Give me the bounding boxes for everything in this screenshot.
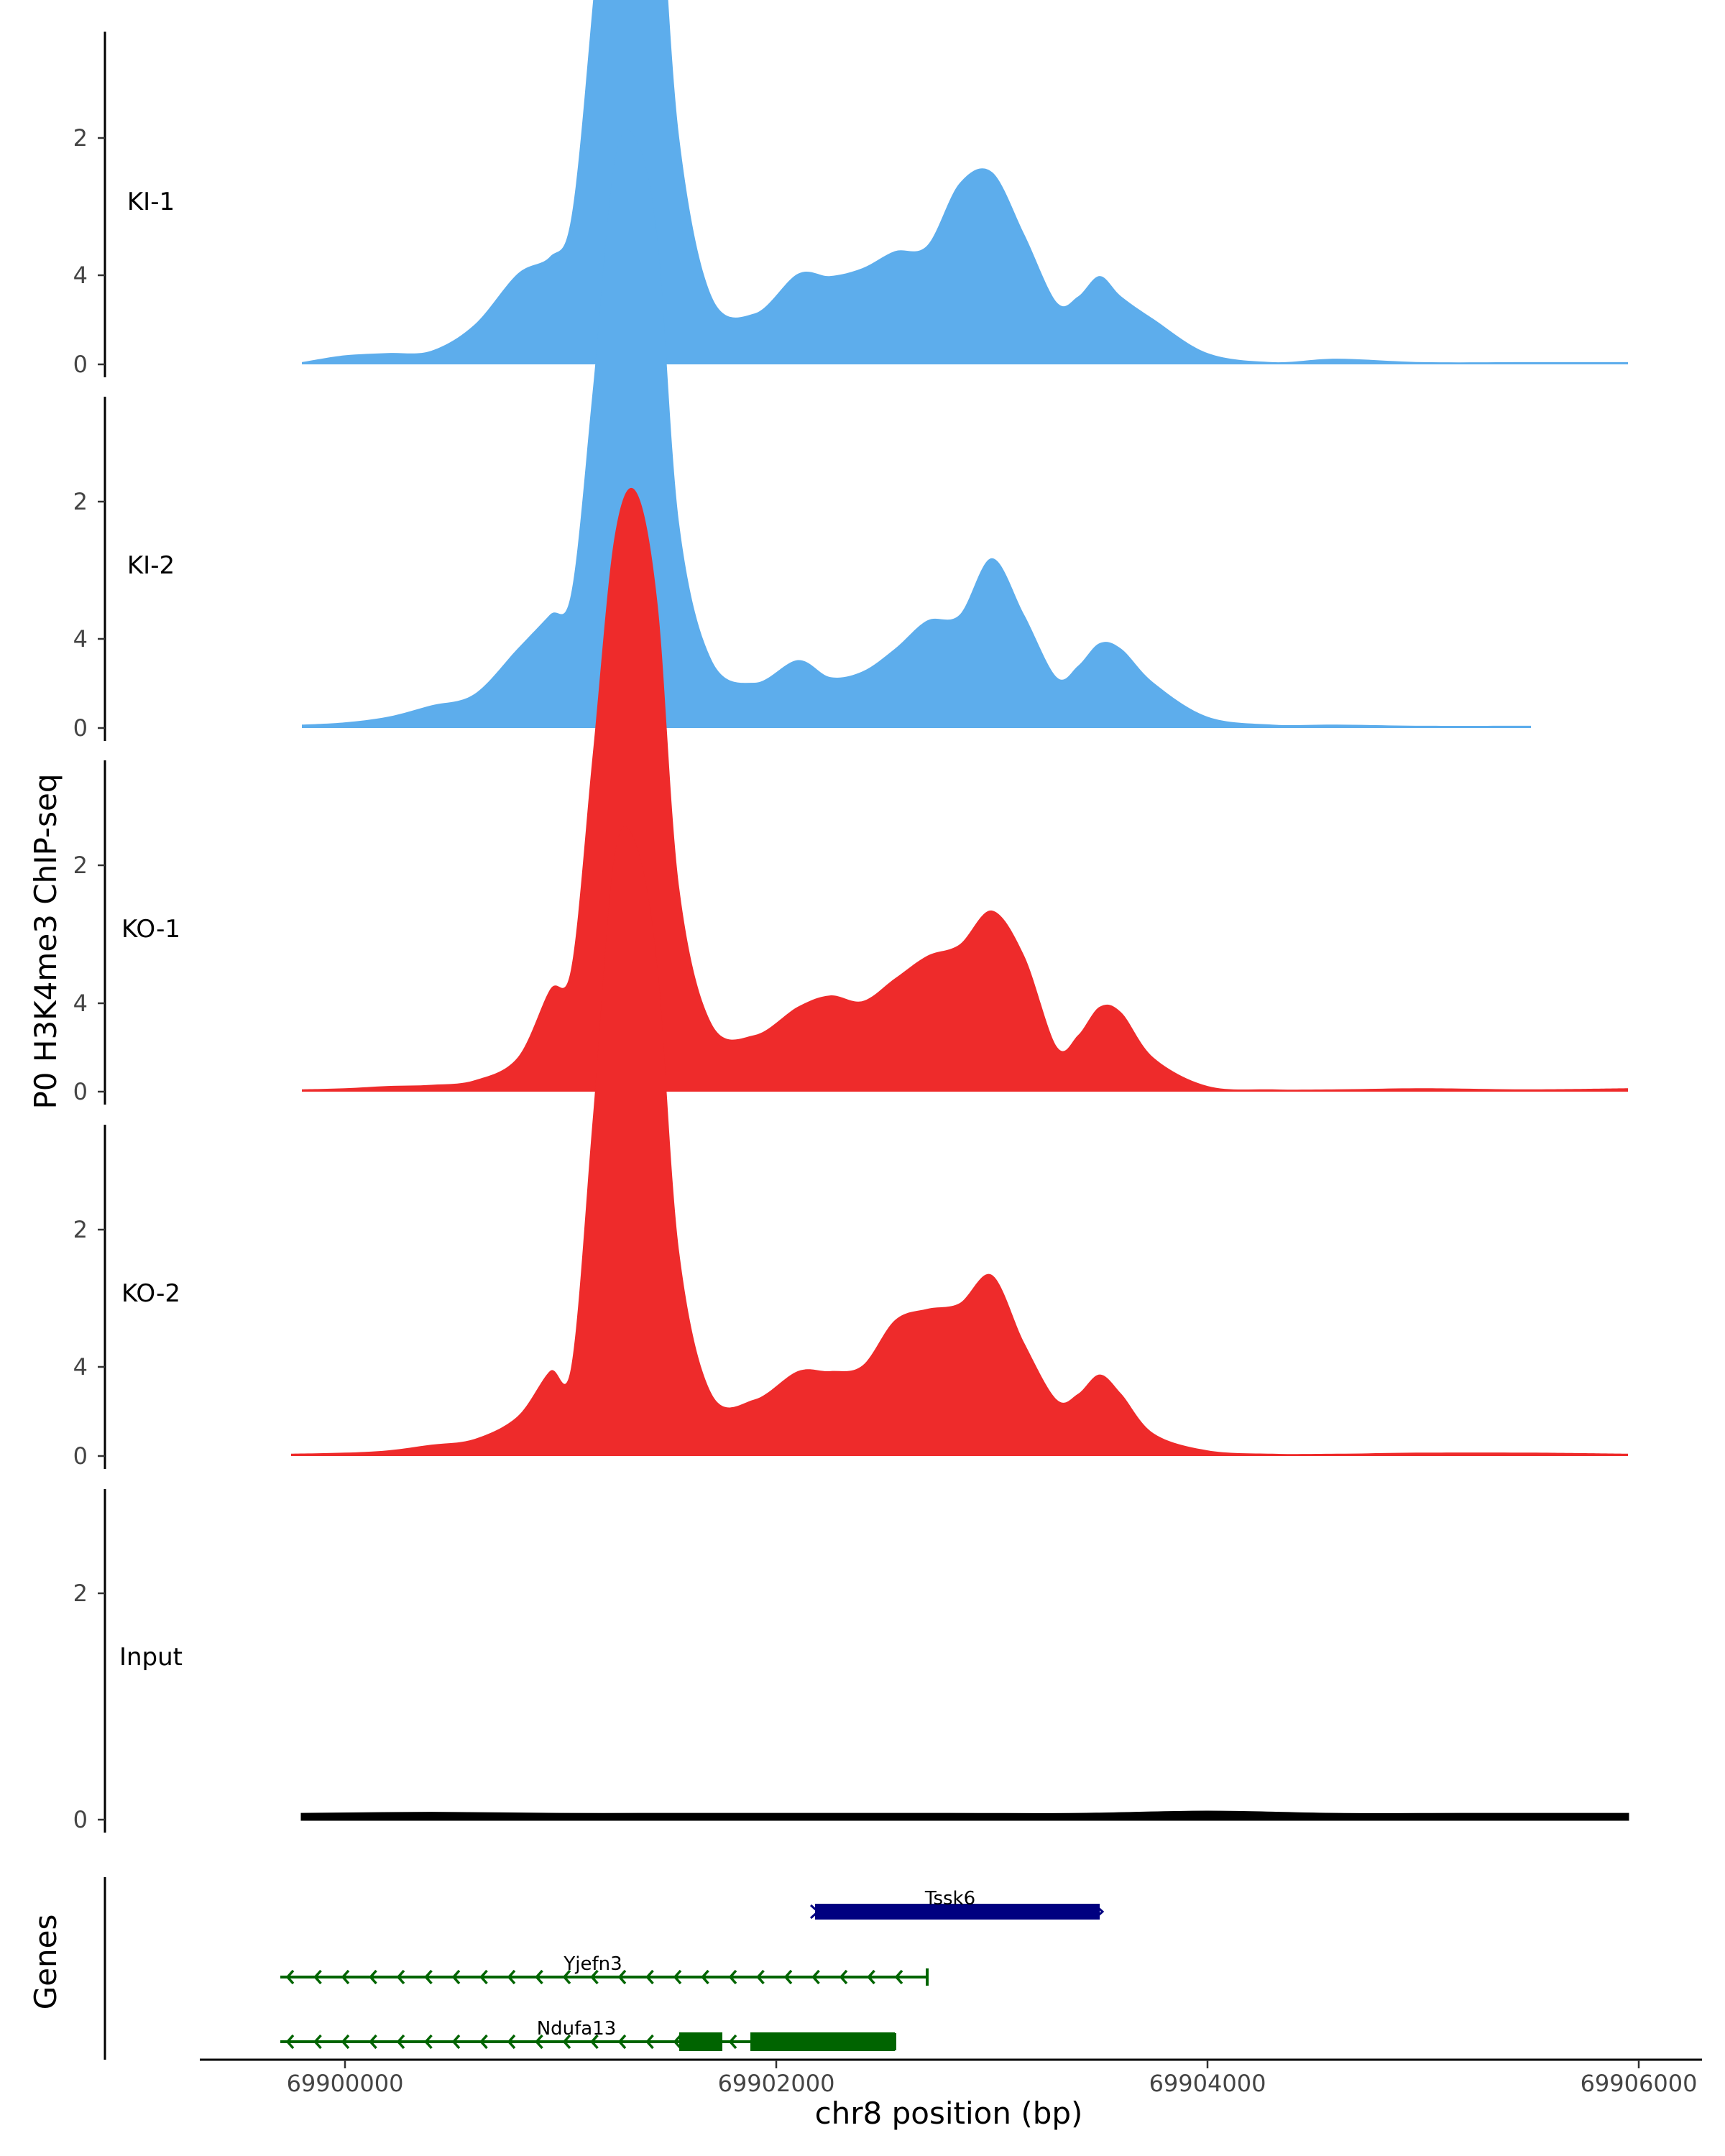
strand-arrow-end xyxy=(1094,1904,1105,1920)
strand-arrow xyxy=(811,1969,820,1985)
x-tick-label: 69900000 xyxy=(287,2070,404,2097)
genes-axis-title: Genes xyxy=(28,1915,63,2010)
track-label: KO-2 xyxy=(121,1279,180,1308)
track-label: KI-2 xyxy=(127,551,175,580)
track-label: KI-1 xyxy=(127,188,175,216)
y-tick-label: 2 xyxy=(73,852,88,879)
y-tick-label: 0 xyxy=(73,1078,88,1105)
genes-panel: Tssk6 Yjefn3 Ndufa13 xyxy=(104,1877,1105,2060)
strand-arrow xyxy=(562,2034,571,2050)
coverage-area-input xyxy=(300,1810,1629,1821)
strand-arrow xyxy=(451,1969,461,1985)
x-axis: 69900000 69902000 69904000 69906000 xyxy=(200,2058,1702,2097)
coverage-area-ko-2 xyxy=(291,826,1628,1456)
strand-arrow xyxy=(369,1969,377,1985)
y-tick-label: 2 xyxy=(73,124,88,152)
y-tick-label: 2 xyxy=(73,1580,88,1607)
y-tick-label: 4 xyxy=(73,1353,88,1381)
strand-arrow xyxy=(313,2034,322,2050)
y-tick-label: 4 xyxy=(73,262,88,289)
strand-arrow xyxy=(728,1969,737,1985)
strand-arrow xyxy=(507,2034,516,2050)
x-axis-title: chr8 position (bp) xyxy=(815,2096,1083,2131)
gene-tssk6: Tssk6 xyxy=(809,1888,1105,1920)
strand-arrow xyxy=(479,1969,488,1985)
gene-label: Yjefn3 xyxy=(563,1953,622,1975)
x-tick-label: 69904000 xyxy=(1149,2070,1266,2097)
strand-arrow xyxy=(590,2034,599,2050)
y-tick-label: 4 xyxy=(73,625,88,653)
gene-label: Ndufa13 xyxy=(537,2018,617,2040)
strand-arrow xyxy=(673,2034,682,2050)
track-panel-ki-2: 0 2 4 KI-2 xyxy=(73,129,1531,742)
strand-arrow xyxy=(894,1969,903,1985)
track-label: Input xyxy=(119,1643,183,1672)
strand-arrow xyxy=(673,1969,682,1985)
x-tick-label: 69906000 xyxy=(1581,2070,1698,2097)
strand-arrow xyxy=(424,1969,433,1985)
gene-yjefn3: Yjefn3 xyxy=(280,1953,929,1986)
y-tick-label: 0 xyxy=(73,1806,88,1833)
strand-arrow xyxy=(701,1969,709,1985)
coverage-area-ki-2 xyxy=(302,129,1531,728)
gene-label: Tssk6 xyxy=(924,1888,975,1909)
strand-arrow xyxy=(783,1969,793,1985)
strand-arrow xyxy=(590,1969,599,1985)
y-axis-title: P0 H3K4me3 ChIP-seq xyxy=(28,773,63,1109)
strand-arrow xyxy=(396,1969,405,1985)
strand-arrow xyxy=(313,1969,322,1985)
strand-arrow xyxy=(728,2034,737,2050)
y-tick-label: 0 xyxy=(73,714,88,742)
strand-arrow xyxy=(424,2034,433,2050)
strand-arrow xyxy=(535,2034,543,2050)
track-panel-input: 0 2 4 Input xyxy=(73,1353,1629,1833)
strand-arrow xyxy=(285,2034,295,2050)
gene-exon xyxy=(750,2032,895,2051)
strand-arrow-start xyxy=(809,1904,820,1920)
strand-arrow xyxy=(617,1969,627,1985)
y-tick-label: 2 xyxy=(73,488,88,515)
strand-arrow xyxy=(756,1969,765,1985)
strand-arrow xyxy=(479,2034,488,2050)
y-tick-label: 0 xyxy=(73,351,88,378)
strand-arrow xyxy=(535,1969,543,1985)
y-tick-label: 2 xyxy=(73,1216,88,1243)
strand-arrow xyxy=(839,1969,848,1985)
y-tick-label: 4 xyxy=(73,990,88,1017)
strand-arrow xyxy=(369,2034,377,2050)
strand-arrow xyxy=(645,1969,654,1985)
y-tick-label: 0 xyxy=(73,1442,88,1470)
strand-arrow xyxy=(341,1969,350,1985)
strand-arrow xyxy=(396,2034,405,2050)
track-label: KO-1 xyxy=(121,915,180,944)
gene-ndufa13: Ndufa13 xyxy=(280,2018,896,2051)
strand-arrow xyxy=(451,2034,461,2050)
x-tick-label: 69902000 xyxy=(718,2070,835,2097)
strand-arrow xyxy=(562,1969,571,1985)
gene-exon xyxy=(679,2032,722,2051)
strand-arrow xyxy=(341,2034,350,2050)
strand-arrow xyxy=(645,2034,654,2050)
strand-arrow xyxy=(617,2034,627,2050)
strand-arrow xyxy=(867,1969,875,1985)
gene-body xyxy=(815,1904,1100,1920)
track-panel-ko-2: 0 2 4 KO-2 xyxy=(73,826,1628,1470)
strand-arrow xyxy=(507,1969,516,1985)
strand-arrow xyxy=(285,1969,295,1985)
